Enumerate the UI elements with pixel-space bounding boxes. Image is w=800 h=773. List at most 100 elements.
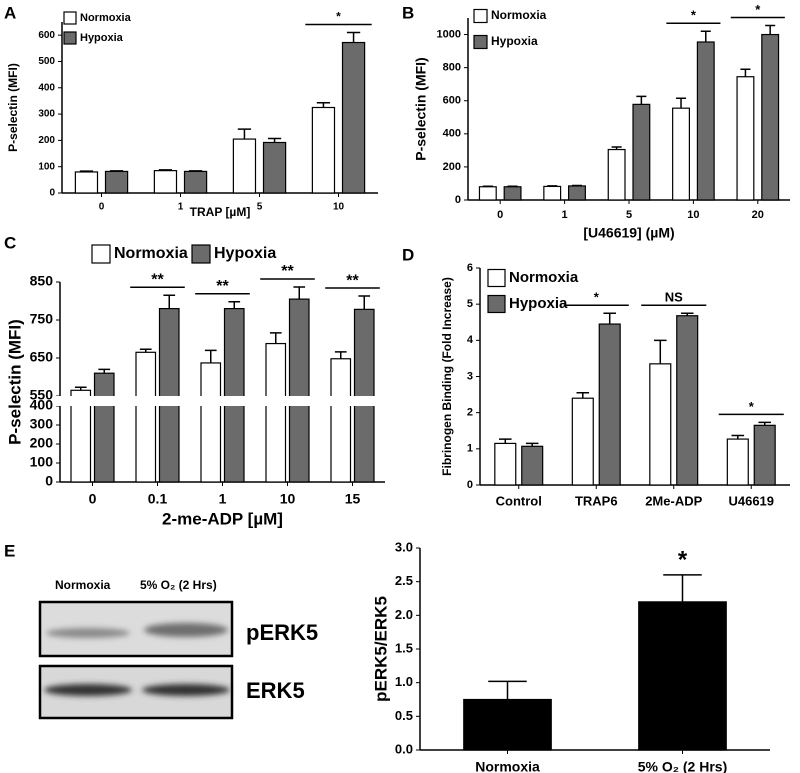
error-bar bbox=[740, 68, 751, 77]
x-axis-label: 2-me-ADP [µM] bbox=[162, 509, 283, 528]
y-tick-label: 400 bbox=[38, 82, 55, 93]
legend-swatch bbox=[63, 31, 77, 45]
bar bbox=[478, 186, 497, 201]
x-axis-label: [U46619] (µM) bbox=[583, 225, 674, 241]
legend-label: Hypoxia bbox=[214, 245, 276, 262]
panel-letter: B bbox=[402, 3, 414, 22]
y-tick-label: 2.5 bbox=[395, 573, 413, 588]
blot-band bbox=[46, 628, 130, 638]
error-bar bbox=[163, 294, 176, 309]
annotation: * bbox=[594, 290, 600, 305]
error-bar bbox=[79, 170, 94, 172]
bar bbox=[761, 33, 780, 201]
x-tick-label: Normoxia bbox=[475, 759, 540, 773]
bar bbox=[262, 141, 287, 194]
legend-label: Hypoxia bbox=[80, 32, 124, 44]
y-tick-label: 200 bbox=[30, 435, 54, 451]
error-bar bbox=[499, 438, 512, 444]
band-label: pERK5 bbox=[246, 620, 318, 645]
bar bbox=[183, 170, 208, 194]
bar bbox=[494, 442, 517, 486]
x-tick-label: 10 bbox=[333, 202, 345, 213]
x-tick-label: 5 bbox=[626, 209, 632, 221]
x-tick-label: 1 bbox=[219, 491, 227, 507]
error-bar bbox=[680, 312, 694, 316]
bar bbox=[104, 170, 129, 194]
bar bbox=[74, 171, 99, 194]
legend-swatch bbox=[91, 244, 111, 264]
error-bar bbox=[488, 680, 527, 700]
y-tick-label: 2.0 bbox=[395, 607, 413, 622]
x-tick-label: 1 bbox=[178, 202, 184, 213]
bar bbox=[649, 363, 672, 486]
y-tick-label: 100 bbox=[38, 161, 55, 172]
x-tick-label: 10 bbox=[687, 209, 699, 221]
bar bbox=[353, 308, 375, 483]
legend-swatch bbox=[63, 11, 77, 25]
annotation: * bbox=[691, 8, 697, 23]
y-tick-label: 0.5 bbox=[395, 708, 413, 723]
x-tick-label: 0.1 bbox=[148, 491, 168, 507]
western-blot: Normoxia 5% O₂ (2 Hrs) pERK5 ERK5 bbox=[38, 578, 318, 720]
y-axis-label: pERK5/ERK5 bbox=[371, 596, 390, 702]
bar bbox=[567, 185, 586, 201]
y-tick-label: 400 bbox=[443, 128, 461, 140]
y-tick-label: 1.5 bbox=[395, 640, 413, 655]
annotation: ** bbox=[216, 278, 229, 295]
bar bbox=[726, 438, 749, 486]
panel-letter: E bbox=[4, 541, 15, 560]
y-axis-label: P-selectin (MFI) bbox=[413, 57, 429, 160]
x-tick-label: 15 bbox=[345, 491, 361, 507]
error-bar bbox=[576, 392, 590, 399]
legend-swatch bbox=[191, 244, 211, 264]
annotation: * bbox=[755, 2, 761, 17]
error-bar bbox=[676, 97, 687, 109]
bar bbox=[521, 445, 544, 486]
legend-swatch bbox=[473, 34, 488, 50]
panel-letter: D bbox=[402, 245, 414, 264]
bar bbox=[571, 397, 594, 486]
x-tick-label: TRAP6 bbox=[575, 493, 618, 508]
annotation: ** bbox=[346, 272, 359, 289]
annotation: ** bbox=[151, 272, 164, 289]
legend-swatch bbox=[487, 268, 506, 288]
error-bar bbox=[267, 137, 282, 143]
error-bar bbox=[293, 286, 306, 300]
y-tick-label: 1000 bbox=[437, 28, 461, 40]
bar bbox=[93, 372, 115, 483]
error-bar bbox=[109, 170, 124, 172]
y-tick-label: 3 bbox=[467, 370, 473, 382]
x-axis-label: TRAP [µM] bbox=[190, 205, 251, 219]
y-tick-label: 300 bbox=[38, 109, 55, 120]
error-bar bbox=[269, 332, 282, 344]
error-bar bbox=[603, 312, 616, 325]
panel-letter: C bbox=[4, 233, 16, 252]
bar bbox=[463, 698, 552, 751]
error-bar bbox=[334, 351, 347, 359]
x-tick-label: 5 bbox=[257, 202, 263, 213]
lane-label: 5% O₂ (2 Hrs) bbox=[140, 578, 217, 592]
y-tick-label: 500 bbox=[38, 56, 55, 67]
axis-break bbox=[54, 396, 385, 406]
y-tick-label: 600 bbox=[443, 95, 461, 107]
legend-label: Normoxia bbox=[114, 245, 188, 262]
y-tick-label: 0 bbox=[45, 473, 53, 489]
y-tick-label: 650 bbox=[30, 349, 54, 365]
bar bbox=[638, 601, 727, 751]
y-axis-label: P-selectin (MFI) bbox=[6, 63, 20, 152]
y-tick-label: 0 bbox=[49, 188, 55, 199]
y-axis-label: P-selectin (MFI) bbox=[5, 319, 24, 445]
error-bar bbox=[525, 442, 539, 447]
bar bbox=[503, 186, 522, 201]
bar bbox=[158, 308, 180, 483]
y-tick-label: 200 bbox=[443, 161, 461, 173]
annotation: * bbox=[678, 546, 688, 573]
error-bar bbox=[316, 102, 331, 108]
y-tick-label: 1.0 bbox=[395, 674, 413, 689]
x-tick-label: 2Me-ADP bbox=[645, 493, 702, 508]
annotation: NS bbox=[665, 290, 683, 305]
error-bar bbox=[765, 24, 776, 35]
bar bbox=[598, 323, 621, 486]
x-tick-label: 10 bbox=[280, 491, 296, 507]
